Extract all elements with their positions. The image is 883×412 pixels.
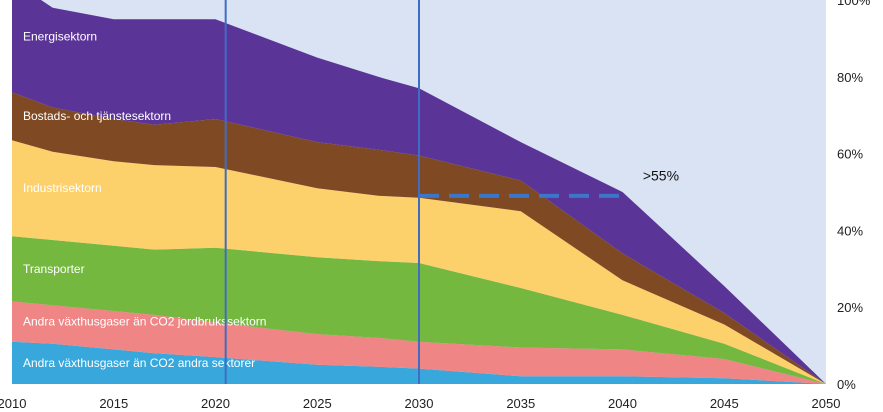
layer-label-industrisektorn: Industrisektorn	[23, 181, 102, 195]
reference-lines	[224, 0, 420, 384]
target-annotation: >55%	[643, 167, 679, 183]
x-tick-label: 2010	[0, 396, 26, 411]
y-tick-label: 100%	[837, 0, 871, 8]
layer-label-transporter: Transporter	[23, 262, 85, 276]
y-tick-label: 60%	[837, 147, 863, 162]
y-tick-label: 0%	[837, 377, 856, 392]
y-tick-label: 20%	[837, 300, 863, 315]
x-tick-label: 2035	[506, 396, 535, 411]
x-tick-label: 2040	[608, 396, 637, 411]
layer-label-bostads-och-tjanstesektorn: Bostads- och tjänstesektorn	[23, 109, 171, 123]
y-axis-ticks: 0% 20% 40% 60% 80% 100%	[837, 0, 871, 392]
x-tick-label: 2030	[405, 396, 434, 411]
layer-label-andra-vaxthusgaser-an-co2-jordbrukssektorn: Andra växthusgaser än CO2 jordbrukssekto…	[23, 315, 266, 329]
x-tick-label: 2050	[812, 396, 841, 411]
layer-label-energisektorn: Energisektorn	[23, 30, 97, 44]
area-bostads-och-tjanstesektorn	[12, 92, 826, 384]
x-axis-ticks: 2010 2015 2020 2025 2030 2035 2040 2045 2050	[0, 396, 840, 411]
y-tick-label: 40%	[837, 223, 863, 238]
layer-labels: Andra växthusgaser än CO2 andra sektorer…	[23, 30, 266, 370]
y-tick-label: 80%	[837, 70, 863, 85]
x-tick-label: 2045	[710, 396, 739, 411]
area-andra-vaxthusgaser-an-co2-andra-sektorer	[12, 341, 826, 384]
layer-label-andra-vaxthusgaser-an-co2-andra-sektorer: Andra växthusgaser än CO2 andra sektorer	[23, 356, 255, 370]
area-energisektorn	[12, 0, 826, 384]
x-tick-label: 2020	[201, 396, 230, 411]
x-tick-label: 2025	[303, 396, 332, 411]
x-tick-label: 2015	[99, 396, 128, 411]
